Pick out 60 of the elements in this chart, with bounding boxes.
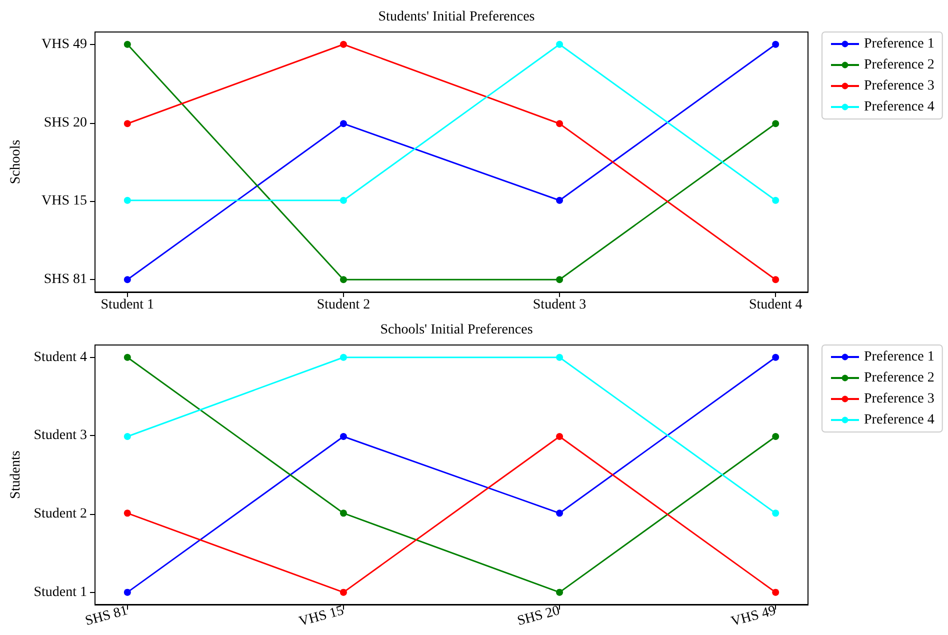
y-axis-title: Schools (8, 140, 24, 184)
point (124, 276, 131, 284)
point (124, 120, 131, 128)
point (772, 354, 780, 361)
point (772, 40, 780, 48)
chart-title: Schools' Initial Preferences (380, 322, 533, 338)
point (556, 510, 564, 517)
point (340, 40, 347, 48)
point (556, 40, 564, 48)
y-axis-title: Students (8, 450, 24, 499)
x-tick-label: Student 4 (748, 298, 802, 312)
point (556, 433, 564, 440)
category-label: SHS 20 (44, 115, 87, 130)
point (772, 510, 780, 517)
x-tick-label: SHS 20 (516, 603, 562, 630)
x-tick-label: Student 1 (100, 298, 154, 312)
point (340, 196, 347, 204)
legend-label: Preference 2 (864, 58, 934, 72)
legend-label: Preference 3 (864, 392, 934, 406)
point (340, 276, 347, 284)
point (124, 40, 131, 48)
point (340, 120, 347, 128)
point (556, 120, 564, 128)
point (556, 354, 564, 361)
point (772, 433, 780, 440)
point (340, 433, 347, 440)
point (124, 510, 131, 517)
category-label: Student 1 (34, 584, 87, 600)
point (340, 354, 347, 361)
point (556, 588, 564, 596)
chart-title: Students' Initial Preferences (378, 10, 535, 24)
point (772, 588, 780, 596)
point (124, 354, 131, 361)
point (340, 588, 347, 596)
point (124, 588, 131, 596)
point (124, 433, 131, 440)
point (772, 120, 780, 128)
point (340, 510, 347, 517)
category-label: SHS 81 (44, 272, 87, 288)
category-label: VHS 49 (41, 36, 87, 52)
point (556, 276, 564, 284)
point (772, 276, 780, 284)
legend-label: Preference 4 (864, 412, 934, 428)
x-tick-label: Student 2 (316, 298, 370, 312)
x-tick-label: VHS 49 (730, 603, 778, 630)
legend-label: Preference 1 (864, 350, 934, 364)
point (772, 196, 780, 204)
category-label: Student 4 (34, 350, 87, 365)
category-label: VHS 15 (41, 194, 87, 209)
legend-label: Preference 3 (864, 78, 934, 94)
x-tick-label: VHS 15 (298, 603, 346, 630)
legend-label: Preference 4 (864, 100, 934, 114)
x-tick-label: Student 3 (532, 298, 586, 312)
point (556, 196, 564, 204)
legend-label: Preference 2 (864, 370, 934, 386)
legend-label: Preference 1 (864, 36, 934, 52)
category-label: Student 2 (34, 506, 87, 522)
category-label: Student 3 (34, 428, 87, 444)
x-tick-label: SHS 81 (84, 603, 130, 630)
point (124, 196, 131, 204)
